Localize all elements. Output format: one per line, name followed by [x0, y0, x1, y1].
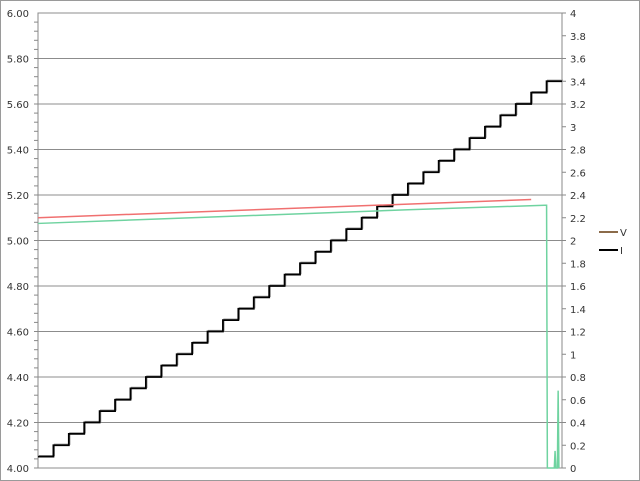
right-tick-label: 1.2 [570, 328, 586, 339]
left-tick-label: 5.00 [7, 237, 29, 248]
right-tick-label: 1 [570, 350, 576, 361]
right-tick-label: 1.6 [570, 282, 586, 293]
legend-label: I [620, 246, 623, 257]
right-tick-label: 0.4 [570, 419, 586, 430]
series-i-line [38, 80, 562, 458]
right-tick-label: 1.8 [570, 259, 586, 270]
right-tick-label: 3.6 [570, 55, 586, 66]
left-tick-label: 6.00 [7, 9, 29, 20]
left-tick-label: 5.40 [7, 146, 29, 157]
right-tick-label: 3 [570, 123, 576, 134]
right-tick-label: 2.6 [570, 168, 586, 179]
right-axis: 0 0.2 0.4 0.6 0.8 1 1.2 1.4 1.6 1.8 2 2.2 2.4 2.6 2.8 3… [562, 9, 586, 475]
left-tick-label: 4.80 [7, 282, 29, 293]
right-tick-label: 1.4 [570, 305, 586, 316]
right-tick-label: 2.4 [570, 191, 586, 202]
left-tick-label: 5.20 [7, 191, 29, 202]
left-tick-label: 5.80 [7, 55, 29, 66]
right-tick-label: 0 [570, 464, 576, 475]
right-tick-label: 0.6 [570, 396, 586, 407]
left-tick-label: 4.00 [7, 464, 29, 475]
right-tick-label: 3.8 [570, 32, 586, 43]
gridlines [37, 12, 563, 469]
legend: VI [599, 228, 627, 257]
legend-label: V [620, 228, 627, 239]
left-tick-label: 4.20 [7, 419, 29, 430]
series-line-1 [37, 198, 532, 219]
right-tick-label: 4 [570, 9, 576, 20]
right-tick-label: 3.2 [570, 100, 586, 111]
right-tick-label: 0.2 [570, 441, 586, 452]
right-tick-label: 2.2 [570, 214, 586, 225]
left-tick-label: 4.40 [7, 373, 29, 384]
right-tick-label: 0.8 [570, 373, 586, 384]
series-line-2 [37, 204, 560, 469]
left-axis: 4.00 4.20 4.40 4.60 4.80 5.00 5.20 5.40 5.60 5.80… [7, 9, 38, 475]
right-tick-label: 3.4 [570, 77, 586, 88]
left-tick-label: 5.60 [7, 100, 29, 111]
right-tick-label: 2 [570, 237, 576, 248]
series-lines [37, 79, 563, 469]
right-tick-label: 2.8 [570, 146, 586, 157]
left-tick-label: 4.60 [7, 328, 29, 339]
